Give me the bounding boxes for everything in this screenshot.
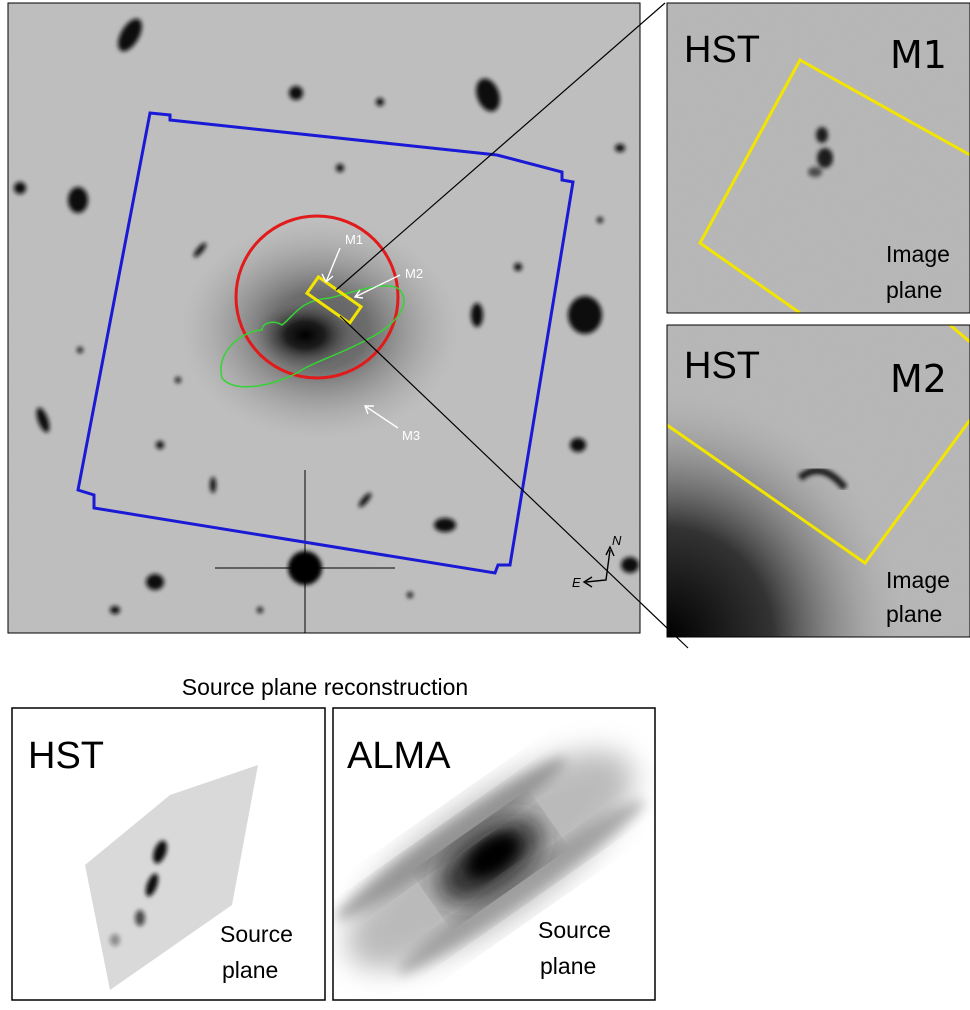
zoom-panel [667, 3, 970, 313]
main-image: M1 M2 M3 N E [8, 3, 640, 633]
footprint [76, 111, 575, 575]
m2-label: M2 [405, 266, 423, 281]
plane-label: Source [220, 921, 293, 947]
zoom-frame [666, 324, 970, 638]
field-circle [234, 214, 400, 380]
plane-label: plane [540, 953, 596, 979]
m3-label: M3 [402, 428, 420, 443]
source-panel [332, 707, 656, 1001]
main-frame [7, 2, 641, 634]
connector [339, 315, 689, 649]
compass [582, 545, 615, 588]
instrument-label: ALMA [347, 735, 451, 777]
plane-label: plane [222, 957, 278, 983]
section-title: Source plane reconstruction [182, 674, 468, 700]
critical-curve [220, 285, 405, 388]
zoom-frame [666, 2, 970, 314]
image-label: M2 [890, 357, 947, 401]
highlight-box [304, 274, 364, 326]
plane-label: plane [886, 277, 942, 303]
star [215, 470, 395, 633]
instrument-label: HST [28, 735, 104, 777]
connector [335, 2, 666, 291]
plane-label: plane [886, 601, 942, 627]
plane-label: Source [538, 917, 611, 943]
image-label: M1 [890, 33, 947, 77]
plane-label: Image [886, 241, 950, 267]
arrows [321, 247, 401, 429]
plane-label: Image [886, 567, 950, 593]
source-panel [11, 707, 326, 1001]
m1-label: M1 [345, 232, 363, 247]
zoom-panel [667, 325, 970, 637]
east-label: E [572, 575, 581, 590]
instrument-label: HST [684, 29, 760, 71]
instrument-label: HST [684, 345, 760, 387]
north-label: N [612, 533, 622, 548]
